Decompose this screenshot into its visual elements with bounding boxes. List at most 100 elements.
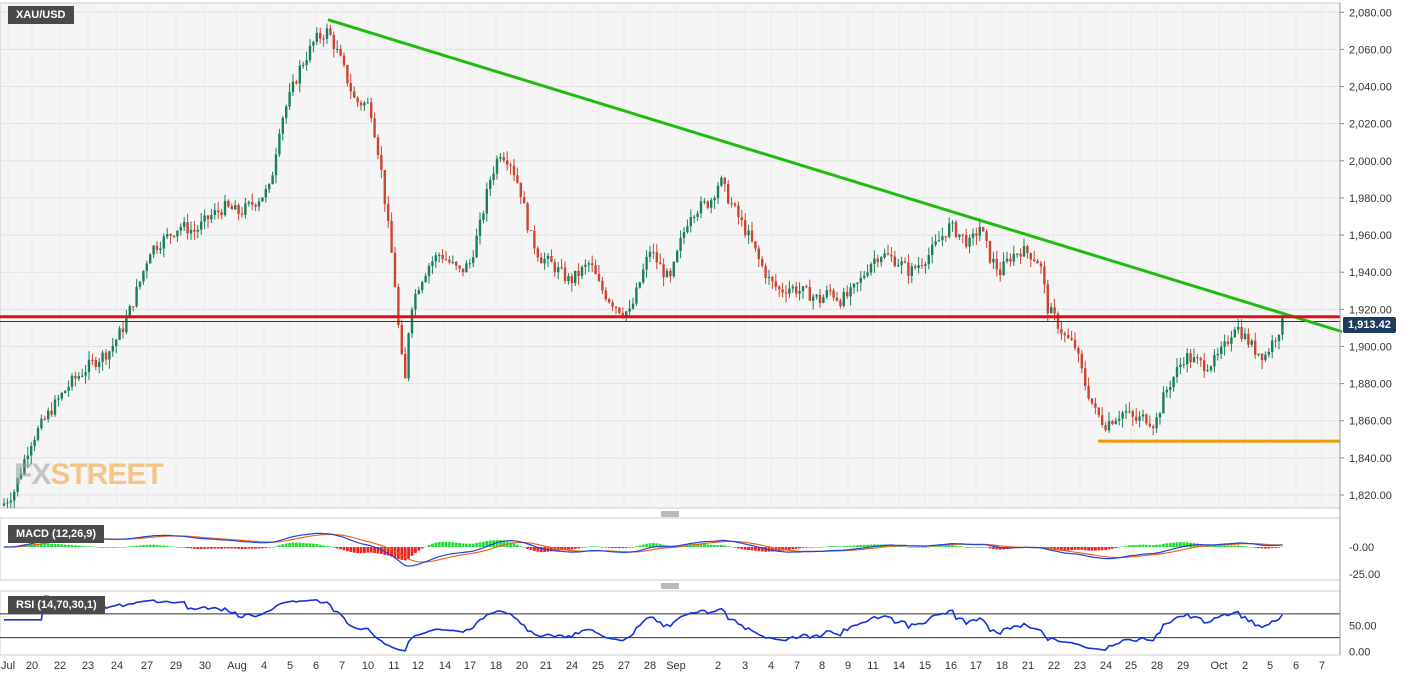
- candle-body: [155, 245, 159, 250]
- macd-panel-bg: [0, 517, 1341, 581]
- candle-body: [322, 38, 325, 40]
- candle-body: [43, 418, 46, 420]
- candle-body: [353, 91, 356, 98]
- candle-body: [478, 219, 482, 236]
- macd-histogram-bar: [254, 547, 257, 549]
- candle-body: [329, 28, 332, 35]
- macd-histogram-bar: [1219, 545, 1223, 547]
- candle-body: [1012, 253, 1015, 262]
- candle-body: [808, 286, 811, 301]
- candle-body: [679, 237, 682, 251]
- macd-histogram-bar: [648, 543, 652, 547]
- candle-body: [550, 255, 553, 263]
- candle-body: [659, 262, 662, 265]
- candle-body: [1152, 426, 1155, 429]
- candle-body: [465, 263, 468, 273]
- macd-histogram-bar: [835, 546, 839, 547]
- candle-body: [363, 102, 366, 106]
- candle-body: [1114, 420, 1117, 425]
- macd-histogram-bar: [771, 547, 774, 552]
- macd-histogram-bar: [594, 546, 597, 547]
- macd-histogram-bar: [730, 546, 733, 548]
- candle-body: [159, 248, 162, 250]
- y-tick-label: 1,920.00: [1349, 304, 1392, 316]
- macd-histogram-bar: [1199, 544, 1203, 547]
- macd-histogram-bar: [274, 546, 278, 547]
- candle-body: [903, 261, 907, 263]
- candle-body: [312, 41, 315, 46]
- candle-body: [669, 270, 672, 277]
- macd-histogram-bar: [261, 547, 264, 549]
- candle-body: [655, 252, 658, 263]
- candle-body: [179, 226, 182, 231]
- macd-histogram-bar: [655, 543, 659, 547]
- candle-body: [383, 169, 386, 205]
- candle-body: [652, 251, 655, 253]
- x-tick-label: 30: [199, 660, 211, 672]
- candle-body: [468, 263, 471, 265]
- macd-histogram-bar: [526, 547, 529, 549]
- macd-histogram-bar: [614, 547, 618, 549]
- macd-histogram-bar: [1267, 547, 1271, 549]
- candle-body: [1053, 307, 1056, 314]
- candle-body: [1274, 340, 1277, 342]
- candle-body: [285, 106, 288, 118]
- candle-body: [70, 375, 74, 387]
- candle-body: [1179, 364, 1182, 368]
- macd-histogram-bar: [1094, 547, 1097, 551]
- candle-body: [186, 222, 189, 234]
- x-tick-label: 24: [111, 660, 123, 672]
- macd-histogram-bar: [961, 546, 965, 547]
- candle-body: [948, 223, 951, 237]
- macd-histogram-bar: [1281, 546, 1284, 548]
- macd-histogram-bar: [179, 547, 183, 548]
- macd-histogram-bar: [386, 547, 390, 556]
- rsi-panel-bg: [0, 590, 1341, 656]
- macd-histogram-bar: [233, 547, 237, 549]
- candle-body: [291, 81, 295, 92]
- macd-histogram-bar: [264, 547, 268, 548]
- rsi-panel: [0, 595, 1340, 652]
- candle-body: [1145, 414, 1148, 424]
- brand-part2: STREET: [50, 458, 163, 491]
- macd-histogram-bar: [941, 545, 944, 547]
- macd-histogram-bar: [951, 545, 954, 547]
- macd-histogram-bar: [403, 547, 407, 561]
- macd-histogram-bar: [152, 544, 155, 547]
- macd-histogram-bar: [502, 540, 506, 547]
- x-tick-label: 11: [867, 660, 878, 672]
- x-tick-label: 27: [618, 660, 630, 672]
- symbol-label: XAU/USD: [8, 6, 74, 24]
- candle-body: [897, 265, 900, 267]
- candle-body: [152, 245, 155, 255]
- macd-histogram-bar: [815, 546, 818, 548]
- candle-body: [1186, 353, 1189, 365]
- candle-body: [387, 204, 390, 221]
- candle-body: [30, 446, 33, 456]
- candle-body: [1104, 424, 1107, 431]
- macd-histogram-bar: [250, 547, 254, 549]
- macd-histogram-bar: [1260, 547, 1264, 549]
- candle-body: [999, 269, 1002, 276]
- candle-body: [988, 240, 992, 263]
- x-tick-label: 5: [287, 660, 293, 672]
- candle-body: [1135, 416, 1138, 421]
- candle-body: [339, 48, 342, 56]
- macd-histogram-bar: [376, 547, 380, 554]
- candle-body: [1203, 360, 1206, 372]
- candle-body: [475, 235, 478, 258]
- candle-body: [914, 266, 917, 268]
- macd-histogram-bar: [801, 547, 805, 548]
- candle-body: [1240, 326, 1243, 339]
- macd-histogram-bar: [213, 547, 217, 549]
- macd-histogram-bar: [91, 546, 94, 547]
- macd-histogram-bar: [1247, 546, 1250, 548]
- macd-histogram-bar: [74, 545, 77, 547]
- candle-body: [1067, 335, 1070, 339]
- candle-body: [696, 213, 699, 217]
- y-tick-label: 2,040.00: [1349, 82, 1392, 94]
- candle-body: [451, 261, 454, 263]
- candle-body: [512, 165, 516, 176]
